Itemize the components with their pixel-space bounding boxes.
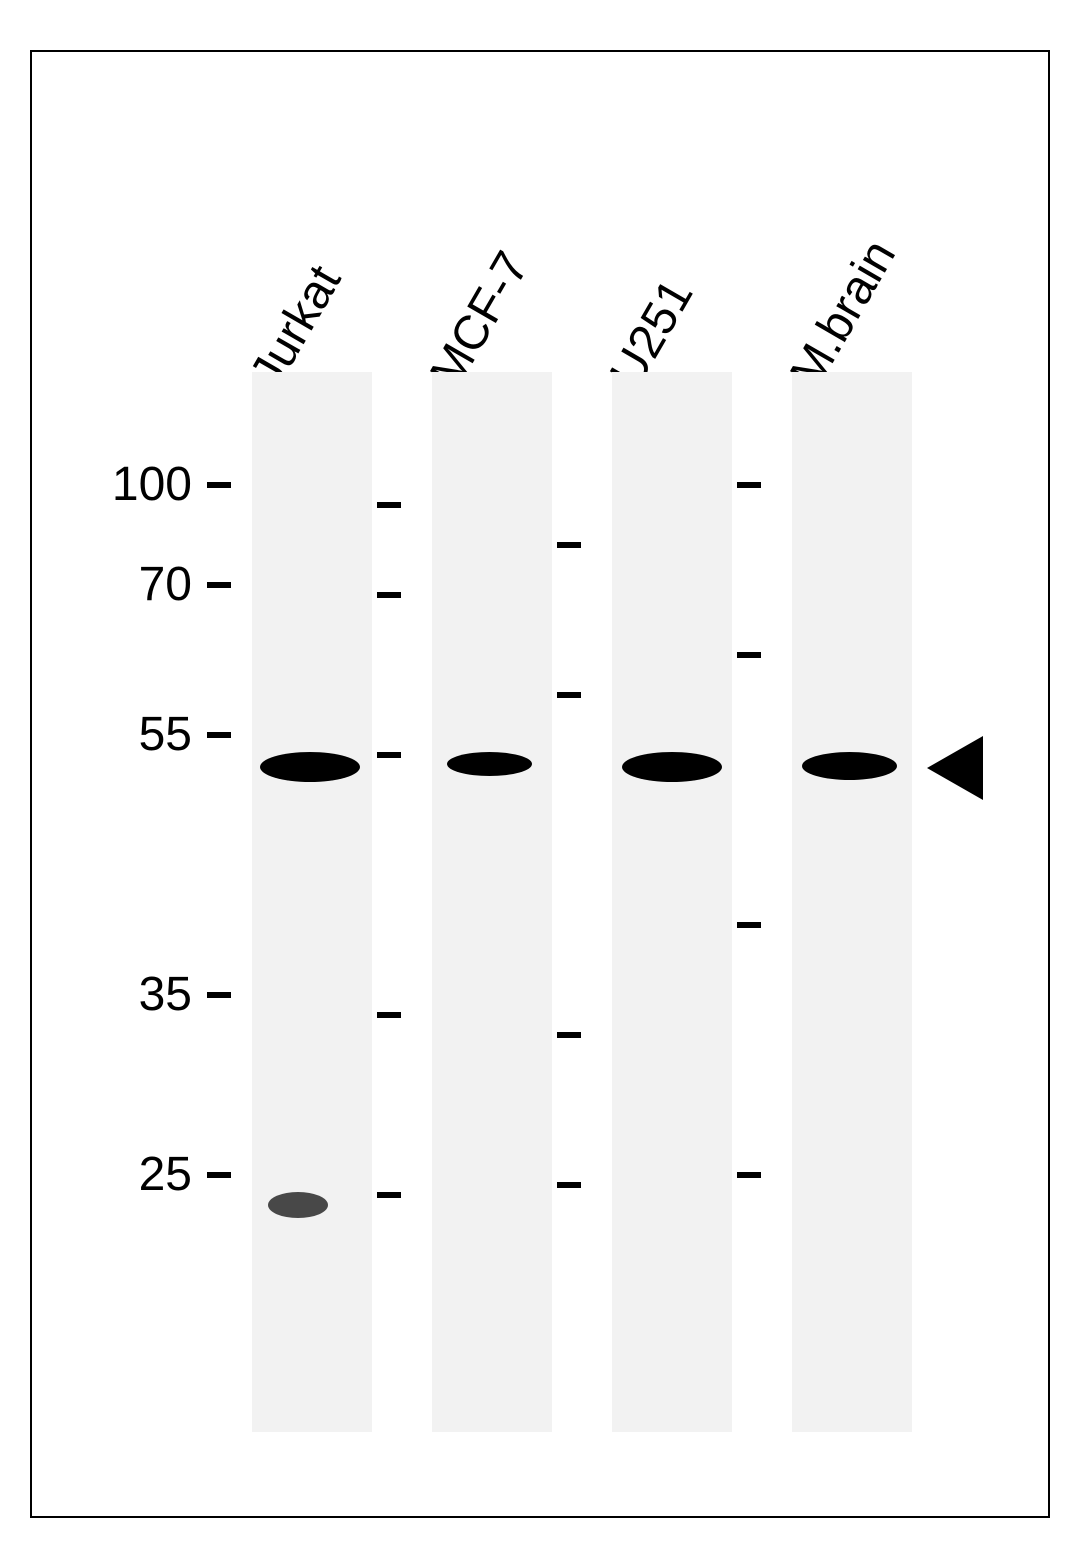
mw-label-55: 55	[92, 707, 192, 762]
target-band-arrow-icon	[927, 736, 983, 800]
lane-tick	[737, 1172, 761, 1178]
lane-tick	[377, 1012, 401, 1018]
mw-tick	[207, 1172, 231, 1178]
band-jurkat-main	[260, 752, 360, 782]
lane-tick	[737, 652, 761, 658]
band-jurkat-low	[268, 1192, 328, 1218]
mw-tick	[207, 582, 231, 588]
lane-tick	[557, 542, 581, 548]
lane-tick	[557, 1032, 581, 1038]
lane-tick	[737, 922, 761, 928]
lane-tick	[557, 692, 581, 698]
mw-label-35: 35	[92, 967, 192, 1022]
mw-label-70: 70	[92, 557, 192, 612]
mw-tick	[207, 732, 231, 738]
lane-tick	[557, 1182, 581, 1188]
band-mbrain-main	[802, 752, 897, 780]
lane-4	[792, 372, 912, 1432]
lane-tick	[377, 752, 401, 758]
lane-3	[612, 372, 732, 1432]
mw-label-25: 25	[92, 1147, 192, 1202]
lane-1	[252, 372, 372, 1432]
mw-tick	[207, 482, 231, 488]
lane-tick	[377, 1192, 401, 1198]
lane-2	[432, 372, 552, 1432]
mw-label-100: 100	[92, 457, 192, 512]
band-u251-main	[622, 752, 722, 782]
lane-tick	[377, 592, 401, 598]
western-blot-figure: Jurkat MCF-7 U251 M.brain 100 70 55 35 2…	[30, 50, 1050, 1518]
mw-tick	[207, 992, 231, 998]
lane-tick	[737, 482, 761, 488]
lane-tick	[377, 502, 401, 508]
band-mcf7-main	[447, 752, 532, 776]
